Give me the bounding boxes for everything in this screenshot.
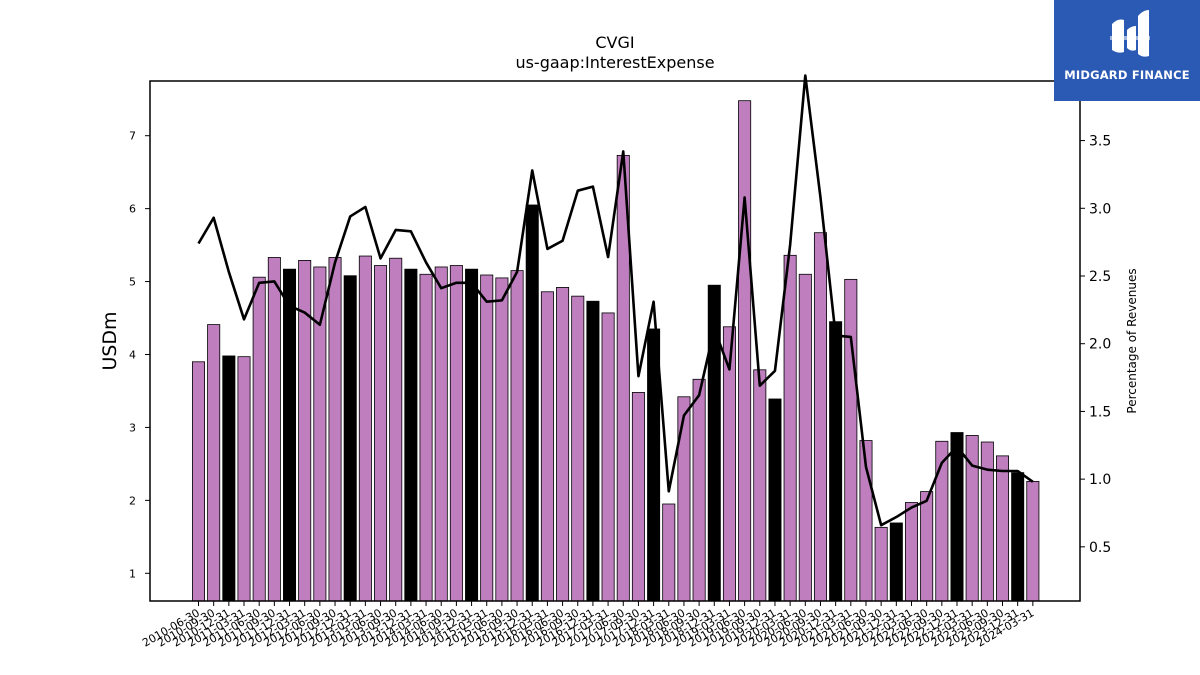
- bar: [465, 268, 479, 602]
- bar: [267, 257, 281, 602]
- bar: [889, 522, 903, 602]
- bar: [510, 270, 524, 602]
- y-tick-label: 3: [129, 421, 136, 434]
- y2-tick-label: 3.0: [1089, 201, 1111, 217]
- bar: [343, 275, 357, 602]
- y2-tick-label: 2.5: [1089, 269, 1111, 285]
- y2-axis-label: Percentage of Revenues: [1125, 268, 1139, 413]
- bar: [571, 295, 585, 602]
- bar: [950, 432, 964, 602]
- bar: [844, 278, 858, 602]
- bar: [768, 398, 782, 602]
- chart-title: CVGI: [595, 33, 634, 52]
- y-axis-label: USDm: [99, 311, 121, 370]
- bar: [449, 265, 463, 602]
- bar: [404, 268, 418, 602]
- y-tick-label: 6: [129, 203, 136, 216]
- bar: [798, 273, 812, 602]
- bar: [358, 255, 372, 602]
- bar: [601, 312, 615, 602]
- bar: [586, 300, 600, 602]
- plot-frame: [149, 80, 1081, 602]
- bar: [191, 361, 205, 602]
- bar: [920, 491, 934, 602]
- x-axis: 2010-06-302010-09-302010-12-312011-03-31…: [140, 601, 1036, 650]
- chart-subtitle: us-gaap:InterestExpense: [515, 53, 714, 72]
- bar: [753, 369, 767, 602]
- left-axis: 1 2 3 4 5 6 7: [129, 130, 150, 580]
- bar: [813, 232, 827, 602]
- bar: [252, 276, 266, 602]
- bar: [874, 526, 888, 602]
- midgard-logo-icon: [1110, 10, 1150, 57]
- bar: [996, 455, 1010, 602]
- brand-logo: MIDGARD FINANCE: [1054, 0, 1200, 101]
- bar: [328, 257, 342, 602]
- bar: [434, 266, 448, 602]
- bar: [222, 355, 236, 602]
- logo-text: MIDGARD FINANCE: [1064, 68, 1190, 82]
- y-tick-label: 2: [129, 494, 136, 507]
- bars-layer: [191, 100, 1040, 602]
- bar: [631, 392, 645, 602]
- y2-tick-label: 3.5: [1089, 134, 1111, 150]
- y2-tick-label: 1.5: [1089, 404, 1111, 420]
- bar: [540, 291, 554, 602]
- bar: [525, 204, 539, 602]
- bar: [283, 268, 297, 602]
- line-layer: [197, 74, 1034, 527]
- bar: [904, 502, 918, 602]
- bar: [556, 286, 570, 602]
- bar: [480, 274, 494, 602]
- bar: [738, 100, 752, 602]
- bar: [495, 277, 509, 602]
- bar: [419, 273, 433, 602]
- y2-tick-label: 0.5: [1089, 540, 1111, 556]
- bar: [389, 257, 403, 602]
- y-tick-label: 5: [129, 276, 136, 289]
- bar: [207, 324, 221, 602]
- bar: [237, 356, 251, 602]
- y-tick-label: 4: [129, 348, 136, 361]
- bar: [677, 396, 691, 602]
- percentage-line: [197, 74, 1034, 527]
- bar: [662, 503, 676, 602]
- y-tick-label: 7: [129, 130, 136, 143]
- bar: [1026, 480, 1040, 602]
- y2-tick-label: 1.0: [1089, 472, 1111, 488]
- right-axis: 0.5 1.0 1.5 2.0 2.5 3.0 3.5: [1080, 134, 1111, 556]
- bar: [1011, 472, 1025, 602]
- y-tick-label: 1: [129, 567, 136, 580]
- bar: [374, 265, 388, 602]
- y2-tick-label: 2.0: [1089, 337, 1111, 353]
- bar: [980, 441, 994, 602]
- bar: [829, 321, 843, 602]
- bar: [783, 254, 797, 602]
- bar: [313, 266, 327, 602]
- bar: [692, 378, 706, 602]
